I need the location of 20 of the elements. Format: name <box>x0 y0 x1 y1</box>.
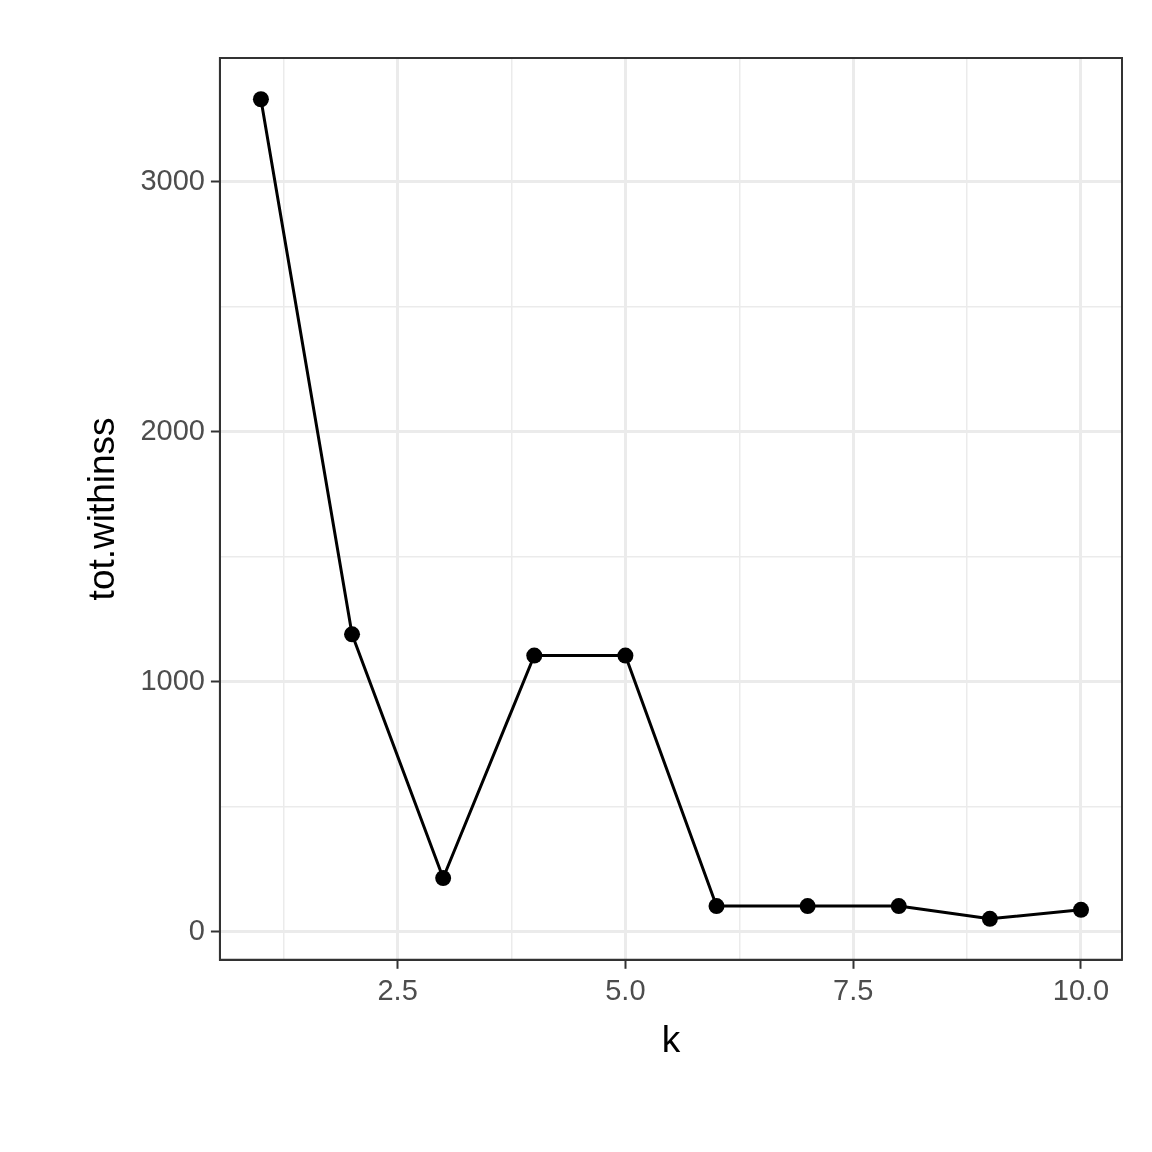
point <box>252 91 269 108</box>
point <box>890 898 907 915</box>
point <box>344 626 361 643</box>
point <box>799 898 816 915</box>
y-tick-label: 0 <box>188 913 205 946</box>
point <box>617 647 634 664</box>
x-tick-label: 2.5 <box>377 974 418 1007</box>
point <box>708 898 725 915</box>
x-axis-title: k <box>661 1019 681 1060</box>
point <box>435 870 452 887</box>
x-tick-label: 10.0 <box>1052 974 1110 1007</box>
point <box>1073 901 1089 918</box>
x-tick-label: 7.5 <box>833 974 874 1007</box>
y-tick-label: 3000 <box>140 163 205 196</box>
y-tick-label: 2000 <box>140 413 205 446</box>
x-tick-label: 5.0 <box>605 974 646 1007</box>
point <box>526 647 543 664</box>
y-tick-label: 1000 <box>140 663 205 696</box>
y-axis-title: tot.withinss <box>81 417 123 601</box>
point <box>981 910 998 927</box>
